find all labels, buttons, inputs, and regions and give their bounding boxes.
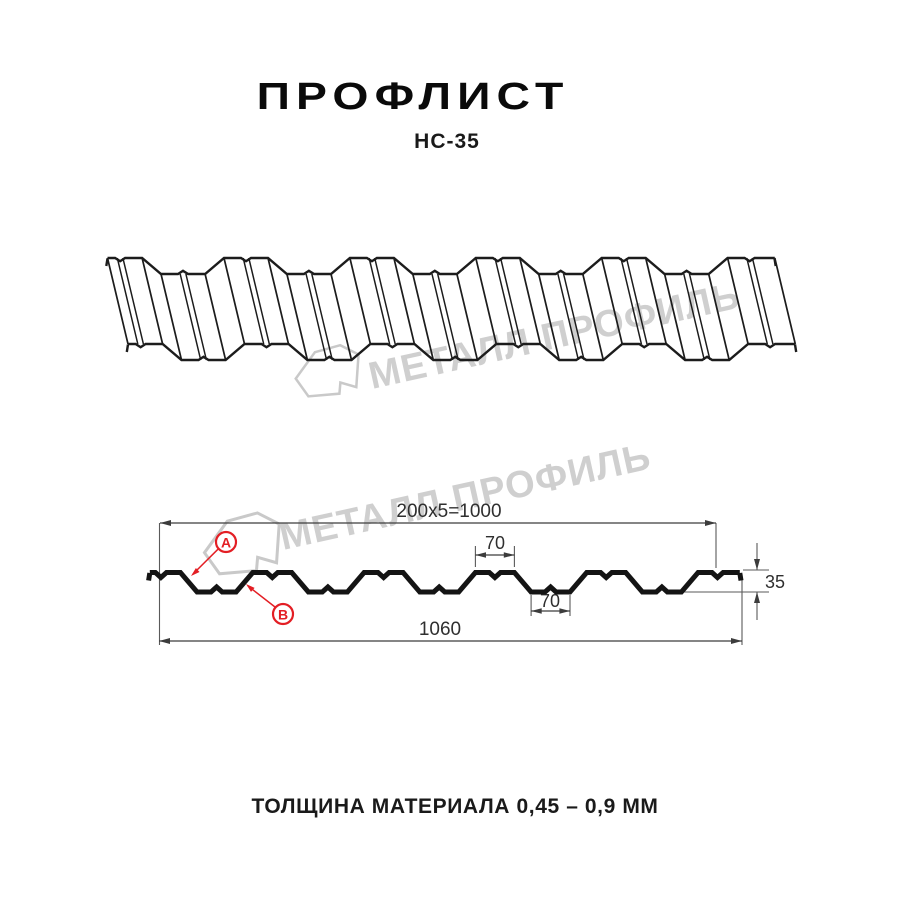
dimension-lines: [159, 522, 742, 642]
sheet-surface: [107, 258, 796, 360]
page-title: ПРОФЛИСТ: [256, 76, 570, 118]
dim-valley-width-label: 70: [540, 591, 560, 611]
metall-profil-logo-icon: [202, 511, 281, 576]
dim-pitch-label: 200x5=1000: [396, 501, 501, 522]
thickness-note: ТОЛЩИНА МАТЕРИАЛА 0,45 – 0,9 ММ: [251, 795, 659, 818]
callouts: А В: [191, 530, 295, 626]
callout-arrowheads: [191, 568, 255, 592]
callout-letter-a: А: [221, 535, 231, 551]
profile-3d-drawing: [105, 256, 798, 362]
dim-height-label: 35: [765, 572, 785, 592]
dim-total-width-label: 1060: [419, 619, 461, 640]
fold-lines: [106, 257, 797, 361]
callout-letter-b: В: [278, 607, 288, 623]
profile-cross-section: [146, 570, 744, 595]
profile-3d-fill: [107, 258, 796, 360]
groove-lines: [116, 257, 774, 361]
metall-profil-logo-icon: [294, 343, 360, 398]
extension-lines: [158, 523, 769, 645]
callout-circle-b: [271, 602, 295, 626]
sheet-outline: [105, 256, 798, 362]
dimensions: 200x5=1000 1060 70 70 35: [158, 501, 785, 645]
dim-crest-width-label: 70: [485, 533, 505, 553]
callout-circle-a: [214, 530, 238, 554]
watermark-text: МЕТАЛЛ ПРОФИЛЬ: [276, 436, 655, 559]
page-subtitle: НС-35: [414, 130, 480, 153]
